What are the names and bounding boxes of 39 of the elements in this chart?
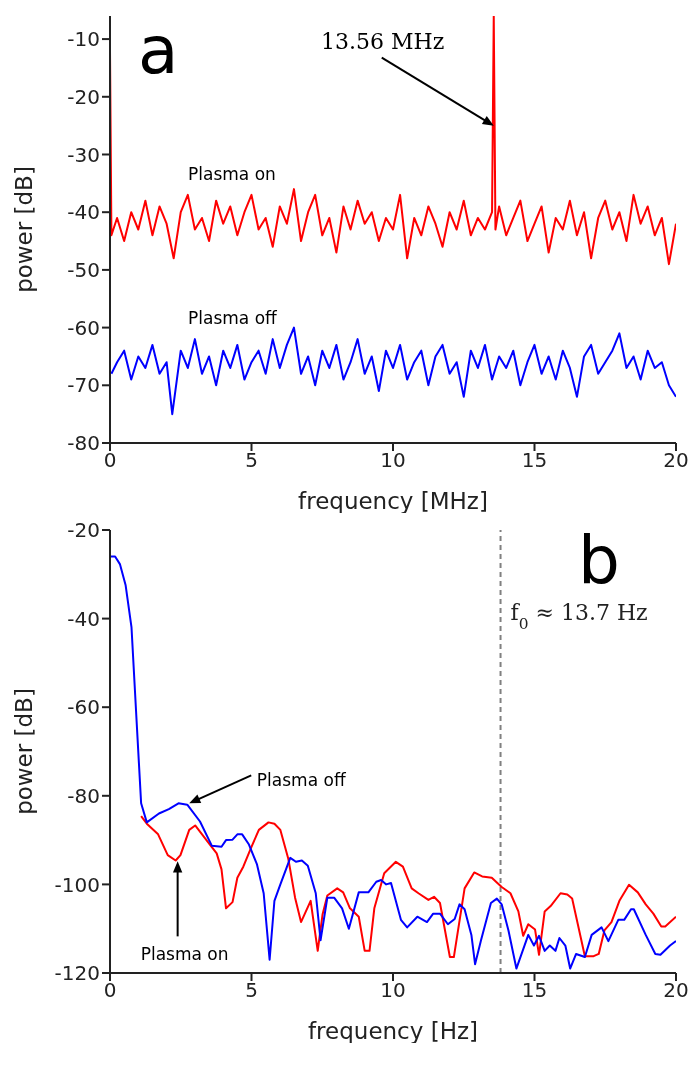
y-tick-label: -20 — [67, 518, 100, 543]
x-tick-label: 5 — [245, 978, 258, 1003]
y-tick-label: -100 — [54, 872, 100, 897]
x-tick-label: 20 — [663, 448, 689, 473]
y-tick-label: -20 — [67, 84, 100, 109]
x-tick-label: 20 — [663, 978, 689, 1003]
x-tick-label: 10 — [380, 448, 406, 473]
x-tick-label: 0 — [103, 448, 117, 473]
x-tick-label: 15 — [521, 448, 548, 473]
x-tick-label: 10 — [380, 978, 406, 1003]
ref-line-label: f$_{0}$ ≈ 13.7 Hz — [510, 600, 648, 633]
y-tick-label: -70 — [67, 373, 100, 398]
x-tick-label: 5 — [245, 448, 258, 473]
y-axis-title: power [dB] — [11, 688, 38, 815]
line-series — [110, 326, 676, 416]
x-tick-label: 0 — [103, 978, 117, 1003]
y-tick-label: -40 — [67, 200, 100, 225]
annotation: Plasma on — [140, 944, 229, 965]
y-tick-label: -60 — [67, 695, 100, 720]
y-tick-label: -80 — [67, 431, 100, 456]
annotation: Plasma off — [188, 308, 277, 328]
x-axis-title: frequency [Hz] — [308, 1018, 478, 1044]
line-series — [110, 16, 676, 266]
annotation: Plasma off — [256, 770, 347, 791]
annotation: 13.56 MHz — [321, 28, 445, 54]
y-axis-title: power [dB] — [11, 166, 38, 293]
y-tick-label: -120 — [54, 961, 100, 986]
x-axis-title: frequency [MHz] — [298, 488, 488, 514]
y-tick-label: -50 — [67, 257, 100, 282]
line-series — [140, 815, 676, 959]
y-tick-label: -80 — [67, 783, 100, 808]
x-tick-label: 15 — [521, 978, 548, 1003]
y-tick-label: -40 — [67, 606, 100, 631]
y-tick-label: -30 — [67, 142, 100, 167]
y-tick-label: -10 — [67, 27, 100, 52]
annotation: b — [578, 522, 620, 599]
annotation: Plasma on — [188, 164, 276, 184]
y-tick-label: -60 — [67, 315, 100, 340]
annotation: a — [138, 12, 179, 89]
